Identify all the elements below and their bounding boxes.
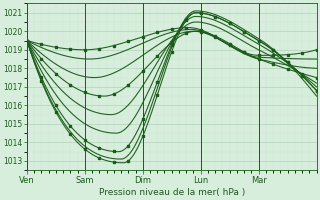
X-axis label: Pression niveau de la mer( hPa ): Pression niveau de la mer( hPa ): [99, 188, 245, 197]
